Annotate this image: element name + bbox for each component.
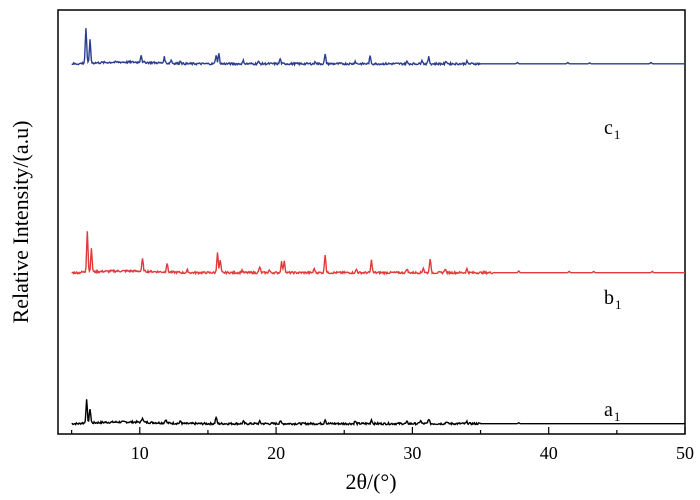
series-label-c1: c1 bbox=[604, 117, 620, 142]
series-label-b1: b1 bbox=[604, 287, 622, 312]
series-layer bbox=[71, 28, 685, 427]
plot-frame bbox=[57, 9, 686, 435]
series-label-a1: a1 bbox=[604, 399, 620, 424]
series-line-b1 bbox=[71, 231, 685, 276]
x-tick-label: 20 bbox=[267, 443, 285, 463]
x-tick-label: 40 bbox=[540, 443, 558, 463]
series-line-c1 bbox=[71, 28, 685, 67]
x-ticks: 10 20 30 40 50 bbox=[71, 427, 694, 463]
x-axis-label: 2θ/(°) bbox=[345, 469, 396, 494]
y-axis-label: Relative Intensity/(a.u) bbox=[8, 121, 33, 324]
series-labels: a1 b1 c1 bbox=[604, 117, 622, 424]
series-line-a1 bbox=[71, 399, 685, 427]
x-tick-label: 50 bbox=[676, 443, 694, 463]
x-tick-label: 30 bbox=[403, 443, 421, 463]
x-tick-label: 10 bbox=[131, 443, 149, 463]
